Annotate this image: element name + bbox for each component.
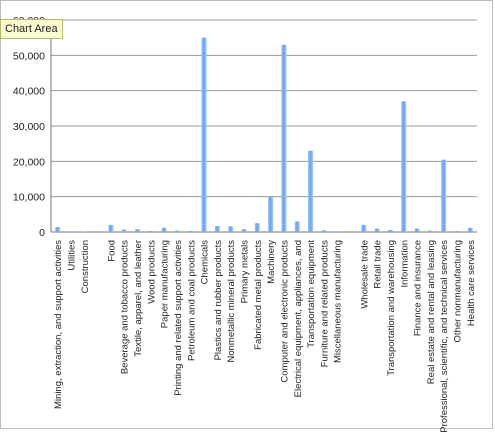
- y-tick-label: 30,000: [13, 121, 45, 133]
- x-tick-label: Transportation equipment: [306, 240, 317, 348]
- x-tick-label: Paper manufacturing: [160, 240, 171, 328]
- x-tick-label: Miscellaneous manufacturing: [333, 240, 344, 363]
- bar: [255, 223, 260, 232]
- bar: [415, 228, 420, 232]
- bar: [202, 38, 207, 232]
- x-tick-label: Beverage and tobacco products: [120, 240, 131, 374]
- x-tick-label: Information: [399, 240, 410, 288]
- bar: [188, 231, 193, 232]
- y-tick-label: 50,000: [13, 50, 45, 62]
- bar: [122, 230, 127, 232]
- bar: [335, 231, 340, 232]
- bar: [108, 225, 113, 232]
- x-tick-label: Fabricated metal products: [253, 240, 264, 350]
- x-tick-label: Mining, extraction, and support activiti…: [53, 240, 64, 409]
- y-tick-label: 40,000: [13, 86, 45, 98]
- x-tick-label: Wood products: [146, 240, 157, 304]
- bar: [228, 226, 233, 232]
- bar: [388, 230, 393, 232]
- x-tick-label: Transportation and warehousing: [386, 240, 397, 376]
- x-tick-label: Health care services: [466, 240, 477, 326]
- bar: [148, 231, 153, 232]
- x-tick-label: Textile, apparel, and leather: [133, 240, 144, 357]
- y-tick-label: 10,000: [13, 192, 45, 204]
- chart-area-tooltip: Chart Area: [0, 19, 63, 39]
- x-tick-label: Utilities: [66, 240, 77, 271]
- bar: [468, 228, 473, 232]
- bar: [215, 226, 220, 232]
- bar: [428, 231, 433, 232]
- bar: [135, 229, 140, 232]
- x-tick-label: Machinery: [266, 240, 277, 284]
- bar: [175, 231, 180, 232]
- bar: [308, 151, 313, 232]
- x-tick-label: Other nonmanufacturing: [453, 240, 464, 342]
- x-tick-label: Electrical equipment, appliances, and: [293, 240, 304, 397]
- bar: [401, 101, 406, 232]
- bar: [55, 227, 60, 232]
- bar: [242, 229, 247, 232]
- x-tick-label: Professional, scientific, and technical …: [439, 240, 450, 432]
- bar: [441, 160, 446, 232]
- bar: [281, 45, 286, 232]
- x-tick-label: Plastics and rubber products: [213, 240, 224, 361]
- x-tick-label: Real estate and rental and leasing: [426, 240, 437, 384]
- x-tick-label: Food: [106, 240, 117, 262]
- x-tick-label: Computer and electronic products: [279, 240, 290, 383]
- x-tick-label: Printing and related support activities: [173, 240, 184, 396]
- x-tick-label: Chemicals: [200, 240, 211, 285]
- x-tick-label: Nonmetallic mineral products: [226, 240, 237, 363]
- x-tick-label: Primary metals: [240, 240, 251, 304]
- x-tick-label: Wholesale trade: [359, 240, 370, 309]
- bar: [375, 228, 380, 232]
- bar: [361, 225, 366, 232]
- bar: [68, 231, 73, 232]
- bar: [455, 231, 460, 232]
- bar: [162, 228, 167, 232]
- x-tick-label: Petroleum and coal products: [186, 240, 197, 361]
- y-tick-label: 20,000: [13, 156, 45, 168]
- x-tick-label: Retail trade: [373, 240, 384, 289]
- bar: [295, 221, 300, 232]
- x-tick-label: Finance and insurance: [413, 240, 424, 336]
- bar: [321, 230, 326, 232]
- x-tick-label: Furniture and related products: [319, 240, 330, 368]
- bar: [268, 197, 273, 232]
- y-tick-label: 0: [39, 227, 45, 239]
- x-tick-label: Construction: [80, 240, 91, 293]
